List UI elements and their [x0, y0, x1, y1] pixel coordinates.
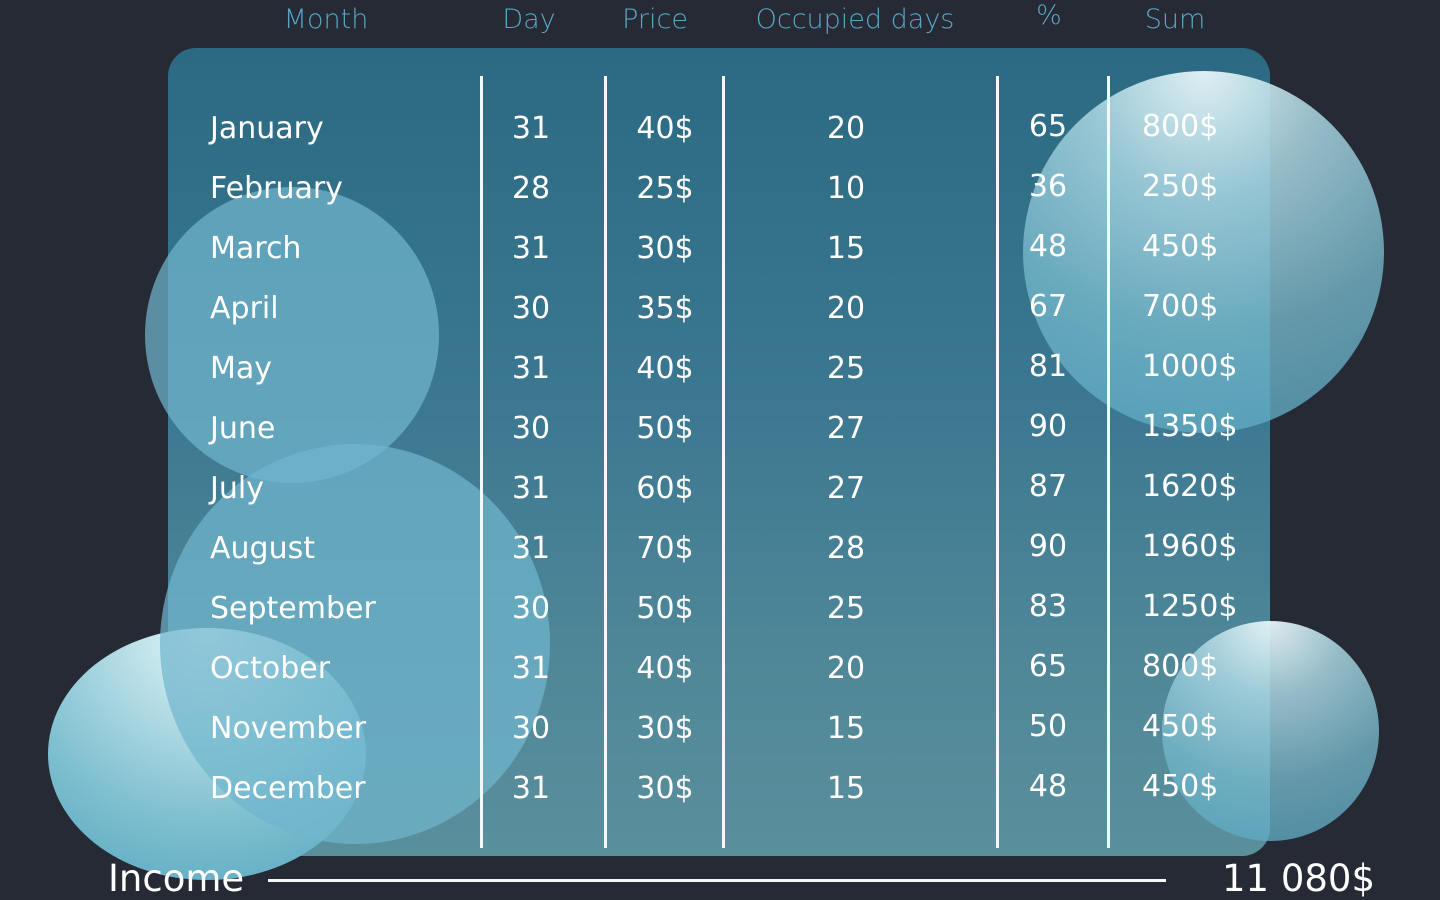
- cell-occupied-days: 15: [826, 711, 866, 746]
- cell-percent: 87: [1028, 469, 1068, 504]
- cell-price: 60$: [636, 471, 694, 506]
- cell-month: September: [210, 591, 376, 626]
- income-label: Income: [108, 857, 245, 900]
- cell-occupied-days: 10: [826, 171, 866, 206]
- cell-day: 31: [511, 651, 551, 686]
- bubble-left-upper: [145, 187, 439, 483]
- cell-day: 30: [511, 411, 551, 446]
- cell-day: 28: [511, 171, 551, 206]
- income-total: 11 080$: [1222, 857, 1376, 900]
- cell-occupied-days: 25: [826, 351, 866, 386]
- cell-month: November: [210, 711, 367, 746]
- column-divider-1: [480, 76, 483, 848]
- cell-day: 31: [511, 531, 551, 566]
- column-divider-4: [996, 76, 999, 848]
- column-divider-5: [1107, 76, 1110, 848]
- cell-month: June: [210, 411, 276, 446]
- cell-month: October: [210, 651, 331, 686]
- cell-day: 30: [511, 591, 551, 626]
- cell-sum: 1960$: [1142, 529, 1238, 564]
- cell-percent: 50: [1028, 709, 1068, 744]
- cell-percent: 65: [1028, 109, 1068, 144]
- cell-occupied-days: 20: [826, 111, 866, 146]
- cell-month: July: [210, 471, 264, 506]
- header-sum: Sum: [1144, 4, 1206, 35]
- cell-sum: 800$: [1142, 109, 1219, 144]
- cell-occupied-days: 25: [826, 591, 866, 626]
- cell-day: 30: [511, 711, 551, 746]
- cell-price: 40$: [636, 651, 694, 686]
- cell-percent: 65: [1028, 649, 1068, 684]
- bubble-bottom-right: [1162, 621, 1379, 841]
- cell-occupied-days: 15: [826, 231, 866, 266]
- cell-sum: 450$: [1142, 709, 1219, 744]
- cell-sum: 800$: [1142, 649, 1219, 684]
- cell-sum: 450$: [1142, 229, 1219, 264]
- cell-percent: 83: [1028, 589, 1068, 624]
- cell-sum: 250$: [1142, 169, 1219, 204]
- column-divider-2: [604, 76, 607, 848]
- cell-sum: 1000$: [1142, 349, 1238, 384]
- cell-day: 31: [511, 231, 551, 266]
- cell-month: March: [210, 231, 302, 266]
- cell-day: 31: [511, 771, 551, 806]
- cell-day: 30: [511, 291, 551, 326]
- cell-price: 40$: [636, 111, 694, 146]
- cell-percent: 48: [1028, 769, 1068, 804]
- cell-price: 40$: [636, 351, 694, 386]
- cell-day: 31: [511, 471, 551, 506]
- cell-sum: 1350$: [1142, 409, 1238, 444]
- bubble-top-right: [1023, 71, 1384, 433]
- cell-month: January: [210, 111, 324, 146]
- cell-price: 35$: [636, 291, 694, 326]
- header-price: Price: [622, 4, 688, 35]
- header-percent: %: [1036, 0, 1062, 31]
- cell-sum: 450$: [1142, 769, 1219, 804]
- cell-percent: 67: [1028, 289, 1068, 324]
- cell-price: 30$: [636, 771, 694, 806]
- cell-sum: 700$: [1142, 289, 1219, 324]
- cell-price: 50$: [636, 591, 694, 626]
- cell-day: 31: [511, 111, 551, 146]
- cell-month: February: [210, 171, 343, 206]
- cell-percent: 90: [1028, 409, 1068, 444]
- header-day: Day: [502, 4, 556, 35]
- bubble-left-lower: [160, 444, 550, 844]
- header-month: Month: [283, 4, 369, 35]
- cell-occupied-days: 28: [826, 531, 866, 566]
- cell-price: 70$: [636, 531, 694, 566]
- cell-price: 30$: [636, 231, 694, 266]
- cell-occupied-days: 15: [826, 771, 866, 806]
- cell-price: 50$: [636, 411, 694, 446]
- cell-month: April: [210, 291, 279, 326]
- cell-price: 30$: [636, 711, 694, 746]
- income-line: [268, 879, 1166, 882]
- cell-percent: 48: [1028, 229, 1068, 264]
- cell-day: 31: [511, 351, 551, 386]
- cell-percent: 90: [1028, 529, 1068, 564]
- cell-occupied-days: 27: [826, 411, 866, 446]
- cell-percent: 81: [1028, 349, 1068, 384]
- cell-occupied-days: 27: [826, 471, 866, 506]
- cell-occupied-days: 20: [826, 291, 866, 326]
- cell-month: August: [210, 531, 315, 566]
- cell-month: May: [210, 351, 273, 386]
- cell-sum: 1250$: [1142, 589, 1238, 624]
- cell-occupied-days: 20: [826, 651, 866, 686]
- cell-price: 25$: [636, 171, 694, 206]
- cell-percent: 36: [1028, 169, 1068, 204]
- cell-month: December: [210, 771, 366, 806]
- header-occupied-days: Occupied days: [755, 4, 955, 35]
- column-divider-3: [722, 76, 725, 848]
- cell-sum: 1620$: [1142, 469, 1238, 504]
